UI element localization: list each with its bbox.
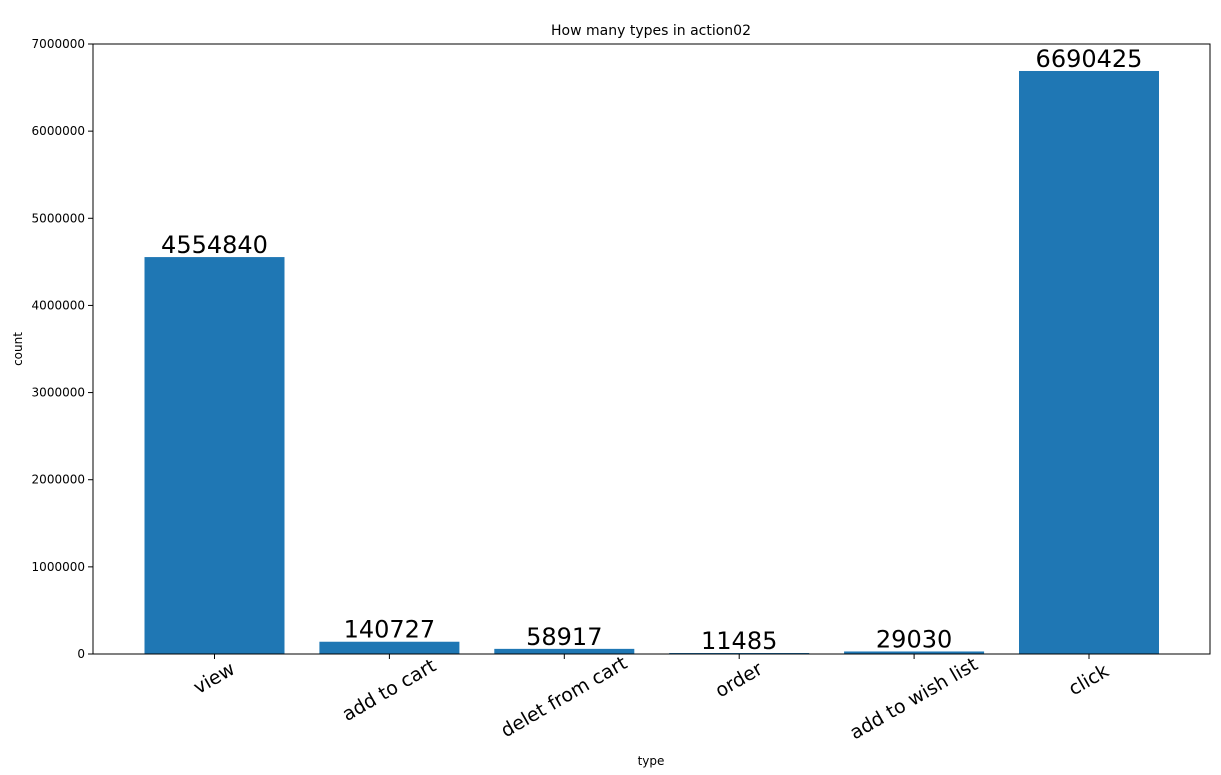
plot-frame (92, 43, 1211, 655)
y-axis-ticks: 0 1000000 2000000 3000000 4000000 5000000 6000… (32, 37, 93, 661)
data-labels: 4554840 140727 58917 11485 29030 6690425 (161, 45, 1142, 655)
x-axis-ticks: view add to cart delet from cart order add t… (190, 652, 1113, 744)
y-axis-label: count (11, 332, 25, 366)
bar-order (669, 652, 810, 654)
bar-click (1019, 70, 1159, 655)
y-tick-label: 3000000 (32, 386, 85, 400)
y-tick-label: 0 (77, 647, 85, 661)
y-tick-label: 2000000 (32, 473, 85, 487)
bar-add-to-wish-list (844, 651, 985, 654)
bars-layer (144, 70, 1159, 655)
y-tick-label: 6000000 (32, 124, 85, 138)
y-tick-label: 7000000 (32, 37, 85, 51)
bar-view (144, 257, 285, 654)
data-label: 11485 (701, 627, 777, 655)
bar-add-to-cart (319, 641, 460, 654)
x-tick-label: delet from cart (497, 652, 631, 742)
data-label: 58917 (526, 623, 602, 651)
x-tick-label: click (1065, 660, 1113, 700)
x-tick-label: add to wish list (846, 653, 981, 744)
data-label: 29030 (876, 625, 952, 653)
data-label: 4554840 (161, 231, 268, 259)
x-tick-label: view (190, 658, 239, 699)
x-axis-label: type (638, 754, 665, 768)
y-tick-label: 5000000 (32, 211, 85, 225)
data-label: 6690425 (1036, 45, 1143, 73)
y-tick-label: 1000000 (32, 560, 85, 574)
x-tick-label: add to cart (338, 655, 439, 726)
bar-delet-from-cart (494, 648, 635, 654)
x-tick-label: order (712, 658, 767, 702)
data-label: 140727 (344, 616, 436, 644)
y-tick-label: 4000000 (32, 298, 85, 312)
chart-title: How many types in action02 (551, 23, 751, 39)
